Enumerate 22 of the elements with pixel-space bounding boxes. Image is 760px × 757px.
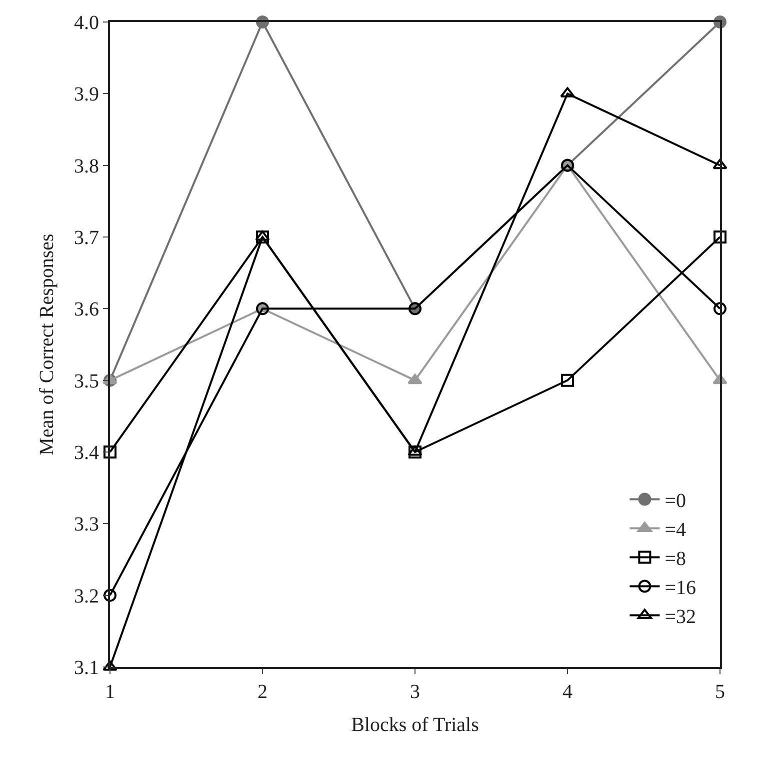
x-tick-label: 3	[410, 681, 420, 703]
x-tick-label: 4	[562, 681, 572, 703]
x-tick-label: 2	[258, 681, 268, 703]
y-tick-label: 3.5	[74, 370, 99, 392]
y-tick-label: 3.4	[74, 442, 99, 464]
y-axis-title: Mean of Correct Responses	[36, 233, 58, 456]
legend-label: =4	[664, 519, 686, 542]
y-tick-label: 3.9	[74, 84, 99, 106]
y-tick-label: 3.3	[74, 514, 99, 536]
legend-label: =0	[664, 490, 686, 512]
legend-label: =32	[664, 606, 696, 628]
x-tick-label: 5	[715, 681, 725, 703]
y-tick-label: 3.2	[74, 585, 99, 608]
y-tick-label: 4.0	[74, 12, 99, 34]
y-tick-label: 3.7	[74, 227, 99, 249]
y-tick-label: 3.1	[74, 657, 99, 679]
y-tick-label: 3.8	[74, 155, 99, 178]
y-tick-label: 3.6	[74, 298, 99, 321]
x-tick-label: 1	[105, 681, 115, 703]
x-axis-title: Blocks of Trials	[351, 714, 480, 736]
legend-label: =8	[664, 548, 686, 570]
legend-label: =16	[664, 577, 696, 600]
